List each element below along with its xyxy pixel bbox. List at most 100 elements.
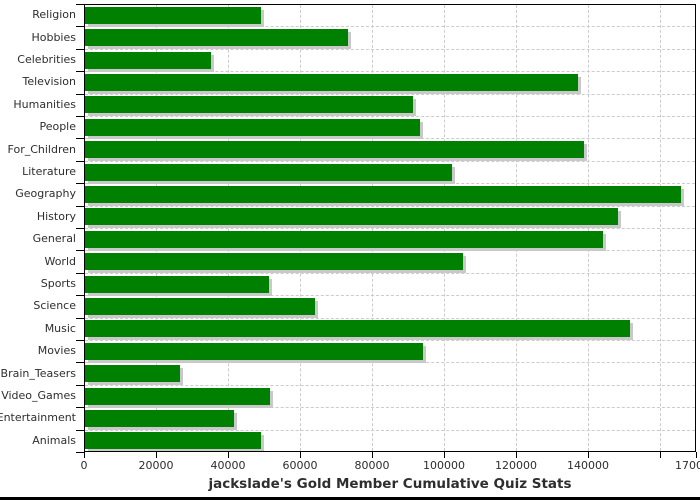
y-axis-tick — [76, 205, 84, 207]
gridline-horizontal — [85, 429, 695, 431]
category-label-world: World — [44, 254, 76, 268]
x-axis-tick — [696, 452, 697, 458]
x-tick-label-20000: 20000 — [138, 459, 174, 472]
y-axis-tick — [76, 160, 84, 162]
gridline-horizontal — [85, 48, 695, 50]
category-label-sports: Sports — [40, 277, 76, 290]
category-label-animals: Animals — [32, 433, 76, 447]
y-axis-tick — [76, 71, 84, 73]
category-label-religion: Religion — [32, 8, 76, 22]
bar-sports — [85, 275, 269, 293]
category-label-brain-teasers: Brain_Teasers — [0, 366, 76, 380]
gridline-horizontal — [85, 384, 695, 386]
bar-geography — [85, 185, 681, 203]
bar-video-games — [85, 387, 271, 405]
x-axis-tick — [372, 452, 373, 458]
y-axis-tick — [76, 295, 84, 297]
category-label-for-children: For_Children — [7, 142, 76, 156]
x-axis-tick — [84, 452, 85, 458]
gridline-horizontal — [85, 26, 695, 28]
y-axis-tick — [76, 116, 84, 117]
bar-humanities — [85, 96, 413, 114]
gridline-horizontal — [85, 183, 695, 185]
y-axis-tick — [76, 340, 84, 341]
gridline-horizontal — [85, 228, 695, 229]
x-tick-label-120000: 120000 — [495, 459, 537, 472]
category-label-movies: Movies — [37, 344, 76, 358]
gridline-horizontal — [85, 160, 695, 162]
bar-general — [85, 230, 604, 248]
gridline-horizontal — [85, 272, 695, 274]
bar-entertainment — [85, 409, 235, 427]
category-label-science: Science — [33, 299, 76, 313]
y-axis-tick — [76, 138, 84, 140]
bar-movies — [85, 342, 424, 360]
y-axis-tick — [76, 384, 84, 386]
category-label-television: Television — [22, 75, 77, 89]
x-tick-label-80000: 80000 — [354, 459, 390, 472]
bar-for-children — [85, 141, 584, 159]
x-axis-tick — [660, 452, 661, 458]
bar-hobbies — [85, 29, 348, 47]
y-axis-tick — [76, 4, 84, 5]
y-axis-tick — [76, 228, 84, 229]
bar-people — [85, 118, 420, 136]
x-tick-label-140000: 140000 — [567, 459, 609, 472]
gridline-horizontal — [85, 250, 695, 252]
y-axis-tick — [76, 317, 84, 319]
gridline-horizontal — [85, 138, 695, 140]
bar-brain-teasers — [85, 365, 181, 383]
bar-celebrities — [85, 51, 211, 69]
x-axis-tick — [444, 452, 445, 458]
category-label-hobbies: Hobbies — [31, 30, 76, 44]
category-label-geography: Geography — [15, 187, 76, 201]
category-label-people: People — [39, 120, 76, 134]
y-axis-tick — [76, 429, 84, 431]
bar-history — [85, 208, 618, 226]
gridline-horizontal — [85, 116, 695, 117]
bar-literature — [85, 163, 453, 181]
x-tick-label-60000: 60000 — [282, 459, 318, 472]
category-label-entertainment: Entertainment — [0, 411, 76, 425]
x-axis-tick — [300, 452, 301, 458]
plot-area — [84, 4, 696, 452]
gridline-horizontal — [85, 93, 695, 95]
bar-religion — [85, 6, 262, 24]
x-axis-tick — [588, 452, 589, 458]
y-axis-tick — [76, 407, 84, 409]
y-axis-tick — [76, 250, 84, 252]
gridline-horizontal — [85, 407, 695, 409]
y-axis-tick — [76, 183, 84, 185]
x-axis-tick — [516, 452, 517, 458]
x-axis-tick — [156, 452, 157, 458]
gridline-horizontal — [85, 340, 695, 341]
gridline-horizontal — [85, 71, 695, 73]
y-axis-tick — [76, 272, 84, 274]
bar-television — [85, 73, 579, 91]
chart-title: jackslade's Gold Member Cumulative Quiz … — [208, 476, 572, 492]
y-axis-tick — [76, 48, 84, 50]
y-axis-tick — [76, 452, 84, 453]
bar-music — [85, 320, 631, 338]
y-axis-tick — [76, 362, 84, 364]
category-label-history: History — [36, 209, 76, 223]
x-tick-label-40000: 40000 — [210, 459, 246, 472]
category-label-general: General — [32, 232, 76, 246]
gridline-horizontal — [85, 362, 695, 364]
x-tick-label-170000: 170000 — [675, 459, 700, 472]
bar-science — [85, 297, 316, 315]
x-axis-tick — [228, 452, 229, 458]
category-label-video-games: Video_Games — [1, 389, 76, 402]
x-tick-label-0: 0 — [80, 459, 88, 472]
gridline-horizontal — [85, 205, 695, 207]
category-label-humanities: Humanities — [13, 97, 76, 111]
category-label-literature: Literature — [22, 165, 76, 178]
gridline-horizontal — [85, 295, 695, 297]
category-label-music: Music — [44, 321, 76, 335]
category-label-celebrities: Celebrities — [17, 53, 76, 66]
x-tick-label-100000: 100000 — [423, 459, 465, 472]
bottom-border-strip — [0, 497, 700, 500]
y-axis-tick — [76, 93, 84, 95]
y-axis-tick — [76, 26, 84, 28]
